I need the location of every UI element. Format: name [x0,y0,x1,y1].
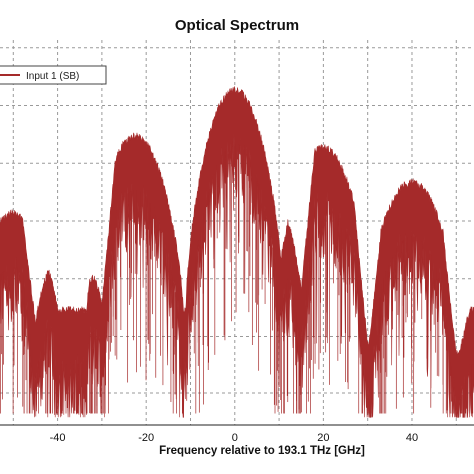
legend-box [0,65,107,85]
x-tick-label: 0 [232,432,238,444]
legend-entry-label: Input 1 (SB) [26,71,79,82]
x-tick-labels: -40 -20 0 20 40 [50,432,418,444]
chart-title: Optical Spectrum [175,17,299,34]
x-tick-label: 40 [406,432,418,444]
x-tick-label: 20 [317,432,329,444]
legend: Input 1 (SB) [0,65,107,85]
spectrum-series [0,86,474,418]
x-axis-label: Frequency relative to 193.1 THz [GHz] [159,445,365,457]
x-tick-label: -40 [50,432,66,444]
spectrum-band [0,86,474,418]
x-tick-label: -20 [138,432,154,444]
